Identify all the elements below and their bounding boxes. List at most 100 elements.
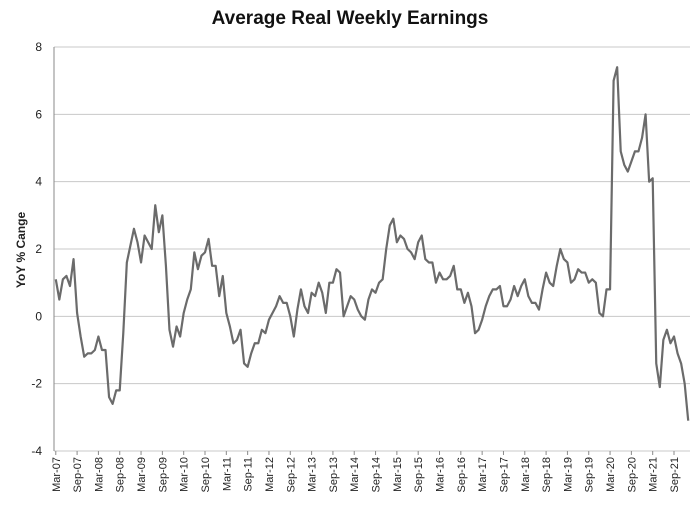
data-point	[580, 271, 582, 273]
data-point	[456, 288, 458, 290]
data-point	[371, 288, 373, 290]
x-tick-label: Sep-21	[669, 457, 681, 492]
data-point	[488, 295, 490, 297]
data-point	[151, 248, 153, 250]
data-point	[55, 278, 57, 280]
data-point	[584, 271, 586, 273]
data-point	[328, 281, 330, 283]
data-point	[119, 389, 121, 391]
data-point	[648, 180, 650, 182]
x-tick-label: Sep-09	[157, 457, 169, 492]
data-point	[94, 349, 96, 351]
data-point	[374, 292, 376, 294]
data-point	[474, 332, 476, 334]
x-tick-label: Sep-17	[498, 457, 510, 492]
data-point	[158, 231, 160, 233]
data-point	[147, 241, 149, 243]
data-point	[161, 214, 163, 216]
data-point	[509, 298, 511, 300]
data-point	[286, 302, 288, 304]
data-point	[552, 285, 554, 287]
data-point	[76, 312, 78, 314]
data-point	[655, 362, 657, 364]
data-point	[62, 278, 64, 280]
x-tick-label: Sep-10	[200, 457, 212, 492]
data-point	[229, 325, 231, 327]
x-tick-label: Mar-08	[93, 457, 105, 492]
data-point	[261, 329, 263, 331]
data-point	[108, 396, 110, 398]
data-point	[531, 302, 533, 304]
x-tick-label: Mar-16	[435, 457, 447, 492]
data-point	[129, 244, 131, 246]
x-tick-label: Mar-12	[264, 457, 276, 492]
data-point	[673, 335, 675, 337]
data-point	[591, 278, 593, 280]
x-tick-label: Mar-07	[51, 457, 63, 492]
data-point	[527, 295, 529, 297]
y-tick-label: 8	[35, 40, 42, 54]
chart-title: Average Real Weekly Earnings	[211, 8, 489, 29]
data-point	[204, 251, 206, 253]
data-point	[424, 258, 426, 260]
data-point	[630, 160, 632, 162]
data-point	[321, 292, 323, 294]
data-point	[193, 251, 195, 253]
data-point	[662, 339, 664, 341]
data-point	[360, 315, 362, 317]
y-axis-label: YoY % Cange	[14, 212, 28, 289]
data-point	[367, 298, 369, 300]
data-point	[399, 234, 401, 236]
data-point	[143, 234, 145, 236]
data-point	[179, 335, 181, 337]
data-point	[349, 295, 351, 297]
data-point	[250, 352, 252, 354]
data-point	[300, 288, 302, 290]
data-point	[524, 278, 526, 280]
data-point	[637, 150, 639, 152]
data-point	[335, 268, 337, 270]
data-point	[659, 386, 661, 388]
data-point	[588, 281, 590, 283]
data-point	[65, 275, 67, 277]
data-point	[548, 281, 550, 283]
data-point	[186, 298, 188, 300]
data-point	[381, 278, 383, 280]
x-tick-label: Sep-12	[285, 457, 297, 492]
data-point	[353, 298, 355, 300]
data-point	[271, 312, 273, 314]
data-point	[232, 342, 234, 344]
x-tick-label: Sep-13	[328, 457, 340, 492]
data-point	[680, 362, 682, 364]
x-tick-label: Mar-18	[520, 457, 532, 492]
data-point	[310, 292, 312, 294]
x-tick-label: Sep-16	[456, 457, 468, 492]
data-point	[268, 319, 270, 321]
data-point	[538, 308, 540, 310]
data-point	[339, 271, 341, 273]
x-tick-label: Sep-20	[626, 457, 638, 492]
y-tick-label: 2	[35, 242, 42, 256]
data-point	[303, 305, 305, 307]
x-tick-label: Sep-18	[541, 457, 553, 492]
data-point	[566, 261, 568, 263]
data-point	[563, 258, 565, 260]
data-point	[492, 288, 494, 290]
data-point	[577, 268, 579, 270]
data-point	[389, 224, 391, 226]
data-point	[364, 319, 366, 321]
data-point	[385, 248, 387, 250]
data-point	[136, 241, 138, 243]
data-point	[133, 228, 135, 230]
data-point	[467, 292, 469, 294]
data-point	[254, 342, 256, 344]
data-point	[460, 288, 462, 290]
data-point	[573, 278, 575, 280]
data-point	[200, 255, 202, 257]
data-point	[541, 288, 543, 290]
x-tick-label: Sep-11	[243, 457, 255, 492]
data-point	[172, 345, 174, 347]
data-point	[236, 339, 238, 341]
data-point	[257, 342, 259, 344]
data-point	[314, 295, 316, 297]
